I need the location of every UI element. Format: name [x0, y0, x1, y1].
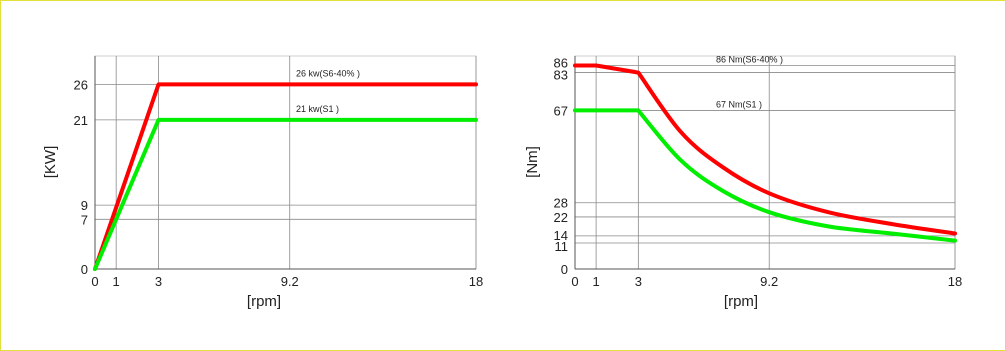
y-tick-label: 7 [81, 212, 88, 227]
y-tick-label: 9 [81, 198, 88, 213]
series-line-s6 [93, 82, 478, 271]
series-annotation: 21 kw(S1 ) [296, 104, 339, 114]
y-axis-title: [KW] [42, 146, 59, 179]
x-tick-label: 0 [571, 274, 578, 289]
series-line-s1 [573, 108, 957, 243]
y-tick-label: 83 [554, 68, 568, 83]
x-axis-title: [rpm] [247, 293, 281, 310]
y-tick-label: 67 [554, 103, 568, 118]
y-tick-label: 11 [555, 239, 569, 254]
series-annotation: 26 kw(S6-40% ) [296, 68, 360, 78]
y-tick-label: 26 [74, 77, 88, 92]
series-annotation: 67 Nm(S1 ) [716, 99, 762, 109]
y-tick-label: 86 [554, 55, 568, 70]
y-axis-title: [Nm] [524, 146, 541, 178]
plot-border [574, 55, 956, 270]
y-tick-label: 0 [561, 262, 568, 277]
x-tick-label: 1 [113, 274, 120, 289]
x-tick-label: 0 [91, 274, 98, 289]
x-tick-label: 3 [155, 274, 162, 289]
y-tick-label: 28 [554, 196, 568, 211]
x-tick-label: 18 [469, 274, 483, 289]
plot-border [94, 55, 477, 270]
x-tick-label: 18 [948, 274, 962, 289]
y-tick-label: 14 [554, 228, 568, 243]
series-line-s1 [93, 117, 478, 271]
series-annotation: 86 Nm(S6-40% ) [716, 54, 783, 64]
x-tick-label: 3 [635, 274, 642, 289]
x-tick-label: 9.2 [760, 274, 778, 289]
y-tick-label: 22 [554, 210, 568, 225]
y-tick-label: 21 [74, 113, 88, 128]
y-tick-label: 0 [81, 262, 88, 277]
x-tick-label: 1 [592, 274, 599, 289]
series-line-s6 [573, 63, 957, 236]
x-tick-label: 9.2 [281, 274, 299, 289]
x-axis-title: [rpm] [724, 293, 758, 310]
